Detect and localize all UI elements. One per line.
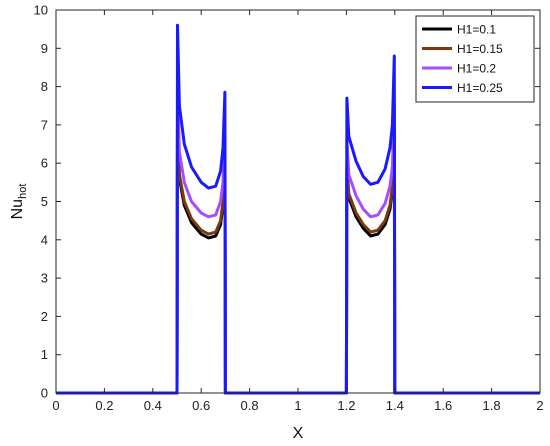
- y-axis-label: Nuhot: [9, 184, 29, 220]
- legend: H1=0.1 H1=0.15 H1=0.2 H1=0.25: [415, 15, 535, 103]
- y-tick-label: 6: [41, 156, 48, 171]
- x-tick-label: 1: [294, 398, 301, 413]
- y-tick-label: 2: [41, 309, 48, 324]
- legend-label: H1=0.2: [457, 62, 496, 76]
- y-tick-label: 10: [34, 3, 48, 18]
- x-tick-label: 0.2: [95, 398, 113, 413]
- x-axis-label: X: [293, 425, 304, 442]
- y-axis-label-main: Nu: [9, 199, 26, 219]
- y-tick-label: 1: [41, 347, 48, 362]
- y-tick-label: 4: [41, 232, 48, 247]
- x-tick-label: 0.4: [144, 398, 162, 413]
- x-tick-label: 2: [536, 398, 543, 413]
- x-tick-label: 1.4: [386, 398, 404, 413]
- legend-label: H1=0.1: [457, 23, 496, 37]
- x-tick-label: 0.6: [192, 398, 210, 413]
- y-axis-ticks: 0 1 2 3 4 5 6 7 8 9 10: [34, 3, 540, 401]
- x-tick-label: 1.6: [434, 398, 452, 413]
- x-axis-ticks: 0 0.2 0.4 0.6 0.8 1 1.2 1.4 1.6 1.8 2: [52, 10, 544, 413]
- y-tick-label: 7: [41, 117, 48, 132]
- y-tick-label: 0: [41, 386, 48, 401]
- x-tick-label: 0.8: [241, 398, 259, 413]
- legend-label: H1=0.25: [457, 81, 503, 95]
- y-tick-label: 3: [41, 271, 48, 286]
- x-tick-label: 0: [52, 398, 59, 413]
- x-tick-label: 1.8: [483, 398, 501, 413]
- y-tick-label: 5: [41, 194, 48, 209]
- y-axis-label-subscript: hot: [17, 184, 29, 199]
- y-tick-label: 8: [41, 79, 48, 94]
- legend-label: H1=0.15: [457, 42, 503, 56]
- y-tick-label: 9: [41, 41, 48, 56]
- x-tick-label: 1.2: [337, 398, 355, 413]
